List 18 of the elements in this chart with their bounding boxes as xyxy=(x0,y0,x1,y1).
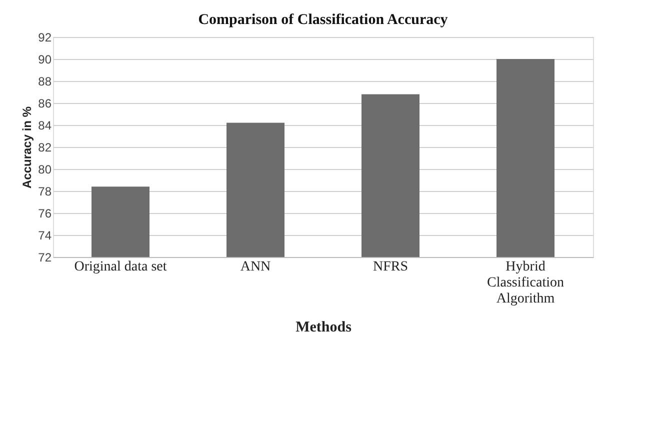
x-tick-label: Hybrid Classification Algorithm xyxy=(487,260,564,306)
y-tick-label: 88 xyxy=(38,74,52,88)
x-axis-title: Methods xyxy=(296,320,352,336)
y-tick-label: 92 xyxy=(38,30,52,44)
y-tick-label: 90 xyxy=(38,52,52,66)
x-tick-label: Original data set xyxy=(74,260,167,274)
y-tick-label: 84 xyxy=(38,118,52,132)
y-tick-label: 86 xyxy=(38,96,52,110)
x-tick-label: NFRS xyxy=(372,260,408,274)
y-tick-label: 74 xyxy=(38,228,52,242)
y-tick-label: 72 xyxy=(38,250,52,264)
x-tick-label: ANN xyxy=(240,260,271,274)
y-tick-label: 80 xyxy=(38,162,52,176)
y-tick-label: 78 xyxy=(38,184,52,198)
chart-title: Comparison of Classification Accuracy xyxy=(198,12,448,28)
y-tick-label: 76 xyxy=(38,206,52,220)
y-tick-label: 82 xyxy=(38,140,52,154)
y-axis-title: Accuracy in % xyxy=(20,106,34,189)
